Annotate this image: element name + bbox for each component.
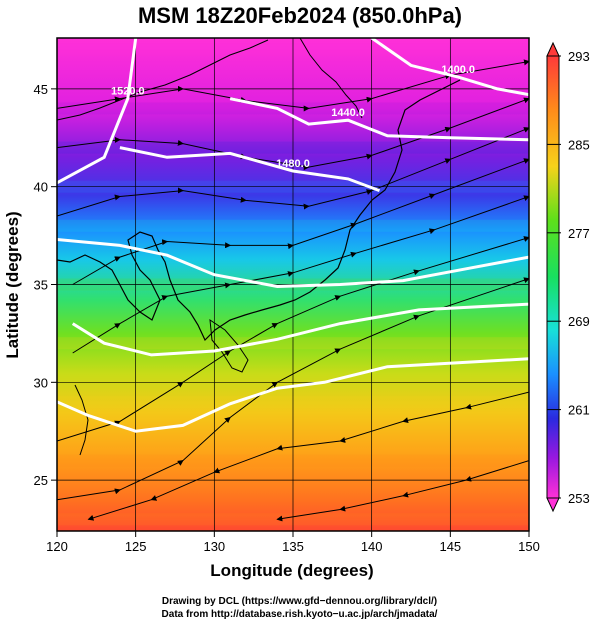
y-tick-label: 35 [34, 278, 48, 293]
wind-streamline [87, 391, 529, 521]
contour-label: 1520.0 [111, 86, 145, 98]
x-tick-label: 135 [282, 539, 304, 554]
height-contour [71, 302, 529, 357]
contour-label: 1400.0 [441, 64, 475, 76]
x-axis-label: Longitude (degrees) [210, 561, 373, 580]
colorbar-tick-label: 293 [568, 49, 590, 64]
height-contour [57, 238, 529, 289]
colorbar-body [546, 55, 560, 499]
colorbar-tick-label: 269 [568, 314, 590, 329]
height-contour [57, 357, 529, 433]
colorbar: 293 285 277 269 261 253 [546, 41, 590, 513]
y-tick-label: 45 [34, 82, 48, 97]
y-axis-label: Latitude (degrees) [3, 211, 22, 358]
colorbar-tick-label: 261 [568, 403, 590, 418]
x-tick-label: 150 [518, 539, 540, 554]
x-tick-label: 140 [361, 539, 383, 554]
colorbar-tick-label: 285 [568, 137, 590, 152]
height-contours: 1520.0 1480.0 1440.0 1400.0 [57, 38, 529, 433]
y-tick-label: 40 [34, 180, 48, 195]
plot-area: 1520.0 1480.0 1440.0 1400.0 [56, 37, 530, 532]
credit-drawing: Drawing by DCL (https://www.gfd−dennou.o… [161, 596, 438, 607]
credit-data: Data from http://database.rish.kyoto−u.a… [161, 609, 438, 620]
x-tick-label: 145 [439, 539, 461, 554]
contour-label: 1480.0 [276, 158, 310, 170]
colorbar-tick-label: 277 [568, 226, 590, 241]
height-contour [119, 146, 381, 193]
y-tick-label: 25 [34, 473, 48, 488]
colorbar-top-arrow [546, 41, 560, 57]
height-contour [229, 97, 529, 142]
lat-lon-grid [57, 38, 529, 531]
y-axis: 25 30 35 40 45 [34, 82, 57, 488]
height-contour [57, 38, 138, 185]
x-tick-label: 130 [203, 539, 225, 554]
wind-streamline [276, 460, 529, 522]
contour-label: 1440.0 [331, 107, 365, 119]
wind-streamlines [57, 59, 529, 522]
y-tick-label: 30 [34, 375, 48, 390]
x-tick-label: 125 [125, 539, 147, 554]
colorbar-tick-label: 253 [568, 491, 590, 506]
colorbar-bottom-arrow [546, 497, 560, 513]
chart-title: MSM 18Z20Feb2024 (850.0hPa) [138, 3, 462, 28]
x-axis: 120 125 130 135 140 145 150 [46, 531, 540, 554]
height-contour [370, 38, 529, 97]
x-tick-label: 120 [46, 539, 68, 554]
colorbar-ticks: 293 285 277 269 261 253 [547, 49, 590, 506]
